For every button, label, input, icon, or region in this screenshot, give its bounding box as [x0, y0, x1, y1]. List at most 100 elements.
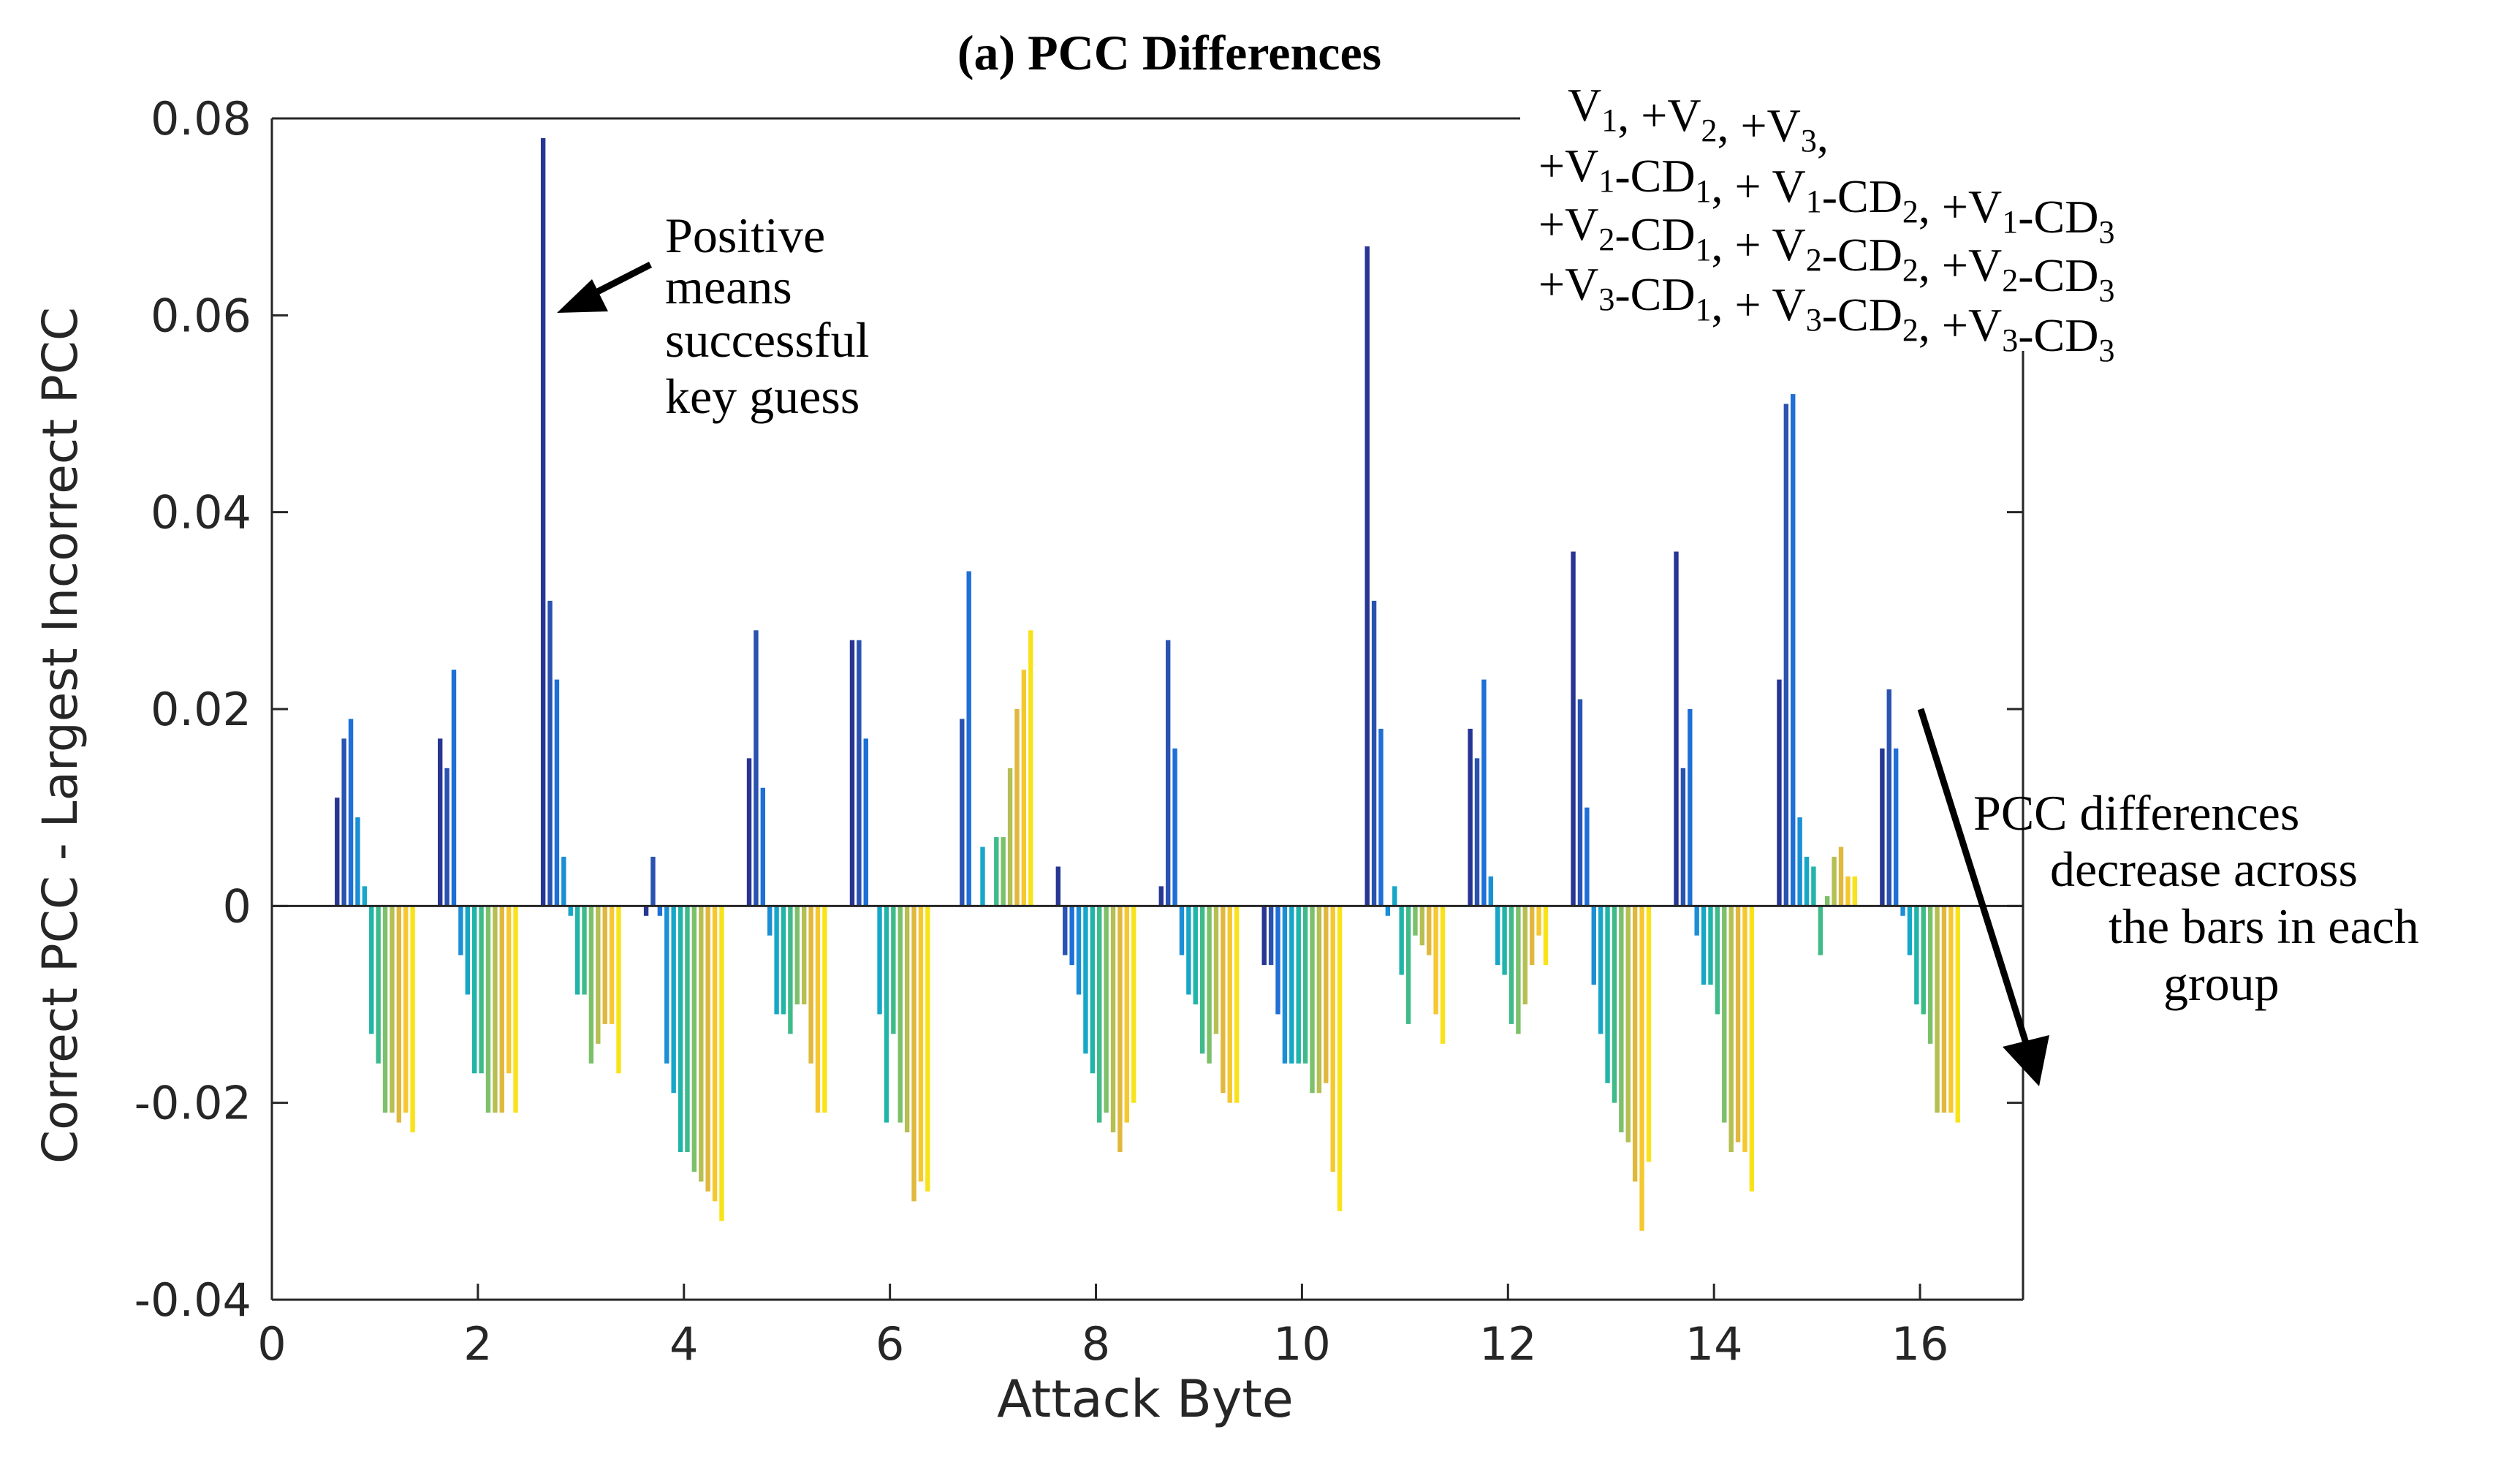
bar-4-v3-cd2 [712, 906, 718, 1202]
bar-8-v3-cd2 [1124, 906, 1130, 1123]
bar-4-v2-cd3 [699, 906, 704, 1182]
bar-10-v3-cd2 [1330, 906, 1335, 1172]
bar-8-v1-cd3 [1090, 906, 1096, 1074]
bar-11-v3 [1378, 728, 1384, 906]
bar-9-v3-cd3 [1234, 906, 1240, 1103]
bar-13-v1-cd3 [1605, 906, 1610, 1083]
bar-10-v1 [1261, 906, 1267, 966]
bar-16-v3-cd3 [1955, 906, 1960, 1123]
bar-12-v3-cd3 [1543, 906, 1549, 966]
bar-3-v1-cd1 [561, 857, 566, 906]
bar-16-v3 [1893, 748, 1899, 906]
bar-6-v3-cd2 [918, 906, 924, 1182]
bar-11-v2-cd2 [1413, 906, 1418, 936]
bar-2-v2-cd3 [493, 906, 498, 1113]
bar-5-v1-cd3 [781, 906, 786, 1015]
bar-11-v2-cd3 [1419, 906, 1425, 946]
bar-2-v1-cd1 [458, 906, 463, 955]
bar-4-v2-cd1 [685, 906, 690, 1152]
bar-11-v1-cd1 [1385, 906, 1391, 916]
bar-6-v2-cd1 [891, 906, 896, 1034]
bar-12-v3-cd2 [1536, 906, 1541, 936]
bar-16-v1-cd3 [1914, 906, 1919, 1004]
bar-14-v3-cd1 [1735, 906, 1741, 1143]
bar-9-v2-cd2 [1207, 906, 1212, 1064]
bar-15-v1-cd2 [1804, 857, 1810, 906]
bar-14-v2 [1680, 768, 1686, 906]
annotation-line: successful [665, 312, 869, 368]
bar-13-v3-cd3 [1646, 906, 1652, 1162]
bar-2-v1-cd3 [471, 906, 477, 1074]
y-tick-label: 0.02 [151, 683, 251, 736]
bar-15-v1 [1777, 679, 1782, 906]
bar-2-v3-cd1 [499, 906, 504, 1113]
y-tick-label: -0.04 [134, 1273, 251, 1327]
bar-7-v3-cd2 [1021, 670, 1027, 906]
bar-11-v3-cd1 [1427, 906, 1432, 955]
bar-11-v1-cd2 [1392, 886, 1397, 906]
bar-11-v1 [1365, 246, 1370, 906]
bar-3-v3-cd1 [602, 906, 607, 1024]
bar-14-v1-cd3 [1708, 906, 1713, 985]
bar-4-v3 [657, 906, 663, 916]
bar-12-v1-cd3 [1502, 906, 1507, 975]
annotation-line: key guess [665, 368, 859, 424]
bar-10-v3-cd3 [1337, 906, 1343, 1211]
bar-7-v3-cd3 [1028, 630, 1033, 906]
bar-11-v3-cd3 [1440, 906, 1446, 1044]
bar-14-v1 [1674, 551, 1679, 906]
decrease-annotation: PCC differences decrease across the bars… [1917, 708, 2419, 1086]
bar-2-v2 [444, 768, 449, 906]
bar-5-v2 [754, 630, 759, 906]
bar-8-v3-cd3 [1131, 906, 1136, 1103]
bar-8-v2 [1063, 906, 1068, 955]
y-tick-label: 0.04 [151, 486, 251, 539]
bar-13-v2-cd1 [1612, 906, 1617, 1103]
bar-9-v1-cd1 [1179, 906, 1185, 955]
bar-16-v2 [1886, 689, 1891, 906]
bar-4-v2-cd2 [691, 906, 697, 1172]
y-axis-label: Correct PCC - Largest Incorrect PCC [32, 307, 88, 1164]
y-tick-label: 0 [223, 879, 251, 933]
bar-10-v3 [1275, 906, 1280, 1015]
x-tick-label: 10 [1273, 1317, 1331, 1371]
x-tick-label: 16 [1891, 1317, 1949, 1371]
annotation-line: PCC differences [1973, 785, 2299, 841]
bar-16-v1-cd1 [1900, 906, 1905, 916]
bar-4-v2 [650, 857, 656, 906]
bar-15-v3-cd1 [1838, 846, 1844, 906]
x-tick-label: 2 [463, 1317, 492, 1371]
bar-2-v3-cd3 [513, 906, 518, 1113]
bar-8-v2-cd3 [1110, 906, 1116, 1133]
bar-4-v1-cd1 [664, 906, 669, 1064]
bar-4-v3-cd3 [719, 906, 724, 1222]
bar-10-v1-cd2 [1289, 906, 1294, 1064]
bar-3-v1 [540, 137, 546, 906]
series-legend-line: +V2-CD1, + V2-CD2, +V2-CD3 [1538, 198, 2114, 308]
positive-annotation: Positive means successful key guess [557, 208, 869, 424]
annotation-line: decrease across [2050, 841, 2358, 897]
bar-3-v1-cd2 [568, 906, 573, 916]
bar-13-v1 [1571, 551, 1576, 906]
bar-14-v2-cd3 [1728, 906, 1734, 1152]
bar-1-v3-cd1 [396, 906, 402, 1123]
bar-13-v2-cd2 [1619, 906, 1624, 1133]
bar-13-v2-cd3 [1625, 906, 1631, 1143]
bar-14-v3-cd3 [1749, 906, 1755, 1192]
bar-1-v1 [335, 798, 340, 906]
bar-6-v3 [863, 738, 868, 906]
bar-10-v1-cd3 [1296, 906, 1301, 1064]
bar-2-v1 [438, 738, 443, 906]
bar-1-v2-cd1 [376, 906, 381, 1064]
bar-14-v1-cd1 [1694, 906, 1699, 936]
x-tick-label: 4 [669, 1317, 698, 1371]
bar-1-v3 [348, 719, 354, 906]
bar-14-v2-cd2 [1722, 906, 1727, 1123]
bar-5-v1 [746, 758, 752, 906]
bar-8-v1-cd1 [1076, 906, 1082, 995]
bar-16-v2-cd2 [1927, 906, 1933, 1044]
arrow-head-icon [2003, 1035, 2049, 1086]
x-tick-label: 12 [1479, 1317, 1537, 1371]
